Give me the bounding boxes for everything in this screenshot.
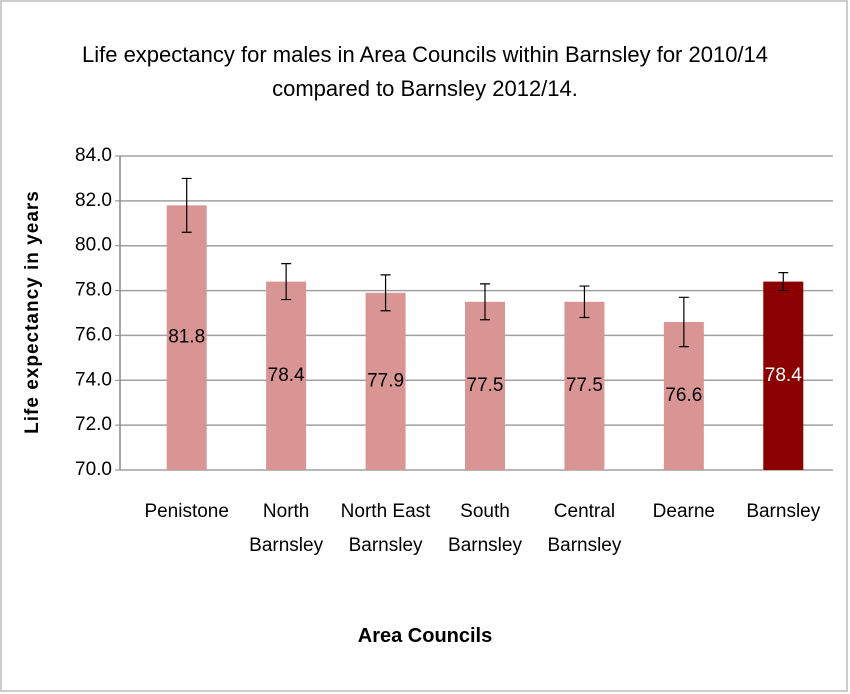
error-bar [281, 263, 292, 301]
error-bar [778, 272, 789, 292]
data-label: 76.6 [665, 385, 702, 406]
data-label: 77.5 [467, 375, 504, 396]
error-bar [480, 283, 490, 321]
error-bar [579, 285, 590, 319]
y-tick-label: 72.0 [75, 414, 112, 435]
y-tick-label: 82.0 [75, 190, 112, 211]
bar [564, 301, 605, 470]
y-tick-label: 70.0 [75, 459, 112, 480]
data-label: 78.4 [765, 365, 802, 386]
x-tick-label: Barnsley [746, 501, 821, 522]
x-tick-label: Central Barnsley [547, 501, 622, 556]
bar [166, 205, 207, 471]
bar [763, 281, 804, 470]
y-tick-label: 80.0 [75, 235, 112, 256]
x-tick-label: Dearne [652, 501, 715, 522]
bar [465, 301, 505, 470]
y-tick-label: 74.0 [75, 369, 112, 390]
data-label: 81.8 [168, 327, 205, 348]
x-tick-label: South Barnsley [448, 501, 522, 556]
y-axis-label: Life expectancy in years [22, 190, 43, 434]
x-tick-label: Penistone [144, 501, 229, 522]
x-tick-label: North East Barnsley [340, 501, 431, 556]
error-bar [380, 274, 391, 312]
data-label: 77.5 [566, 375, 603, 396]
bar [266, 281, 307, 470]
y-tick-label: 84.0 [75, 145, 112, 166]
data-label: 78.4 [268, 365, 305, 386]
data-label: 77.9 [367, 370, 404, 391]
y-tick-label: 76.0 [75, 324, 112, 345]
error-bar [181, 177, 192, 233]
y-tick-label: 78.0 [75, 280, 112, 301]
bar [365, 292, 406, 470]
x-axis-label: Area Councils [357, 625, 493, 647]
chart-title: Life expectancy for males in Area Counci… [81, 42, 769, 101]
x-tick-label: North Barnsley [249, 501, 324, 556]
error-bar [678, 296, 689, 348]
